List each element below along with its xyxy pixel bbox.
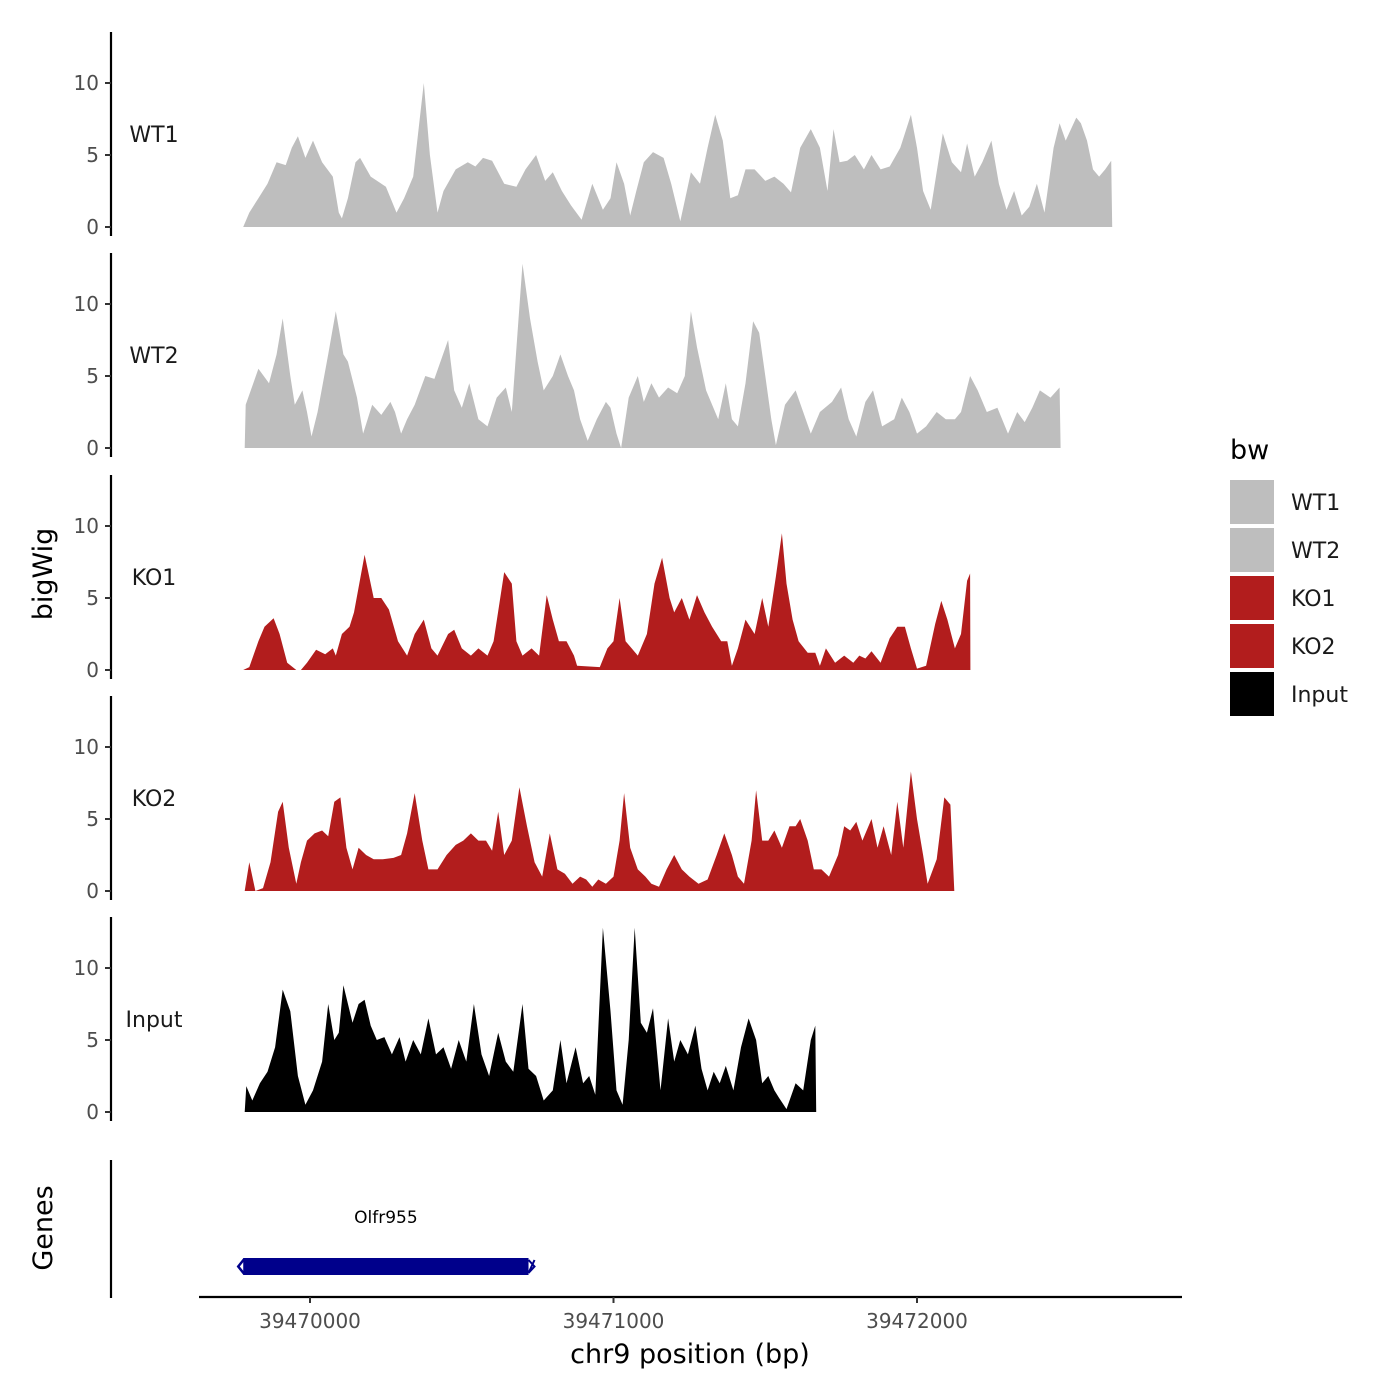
legend-key xyxy=(1230,576,1274,620)
genes-axis-title: Genes xyxy=(28,1185,59,1270)
series-area-wt1 xyxy=(243,83,1113,227)
series-area-ko2 xyxy=(244,771,955,891)
legend-key xyxy=(1230,528,1274,572)
track-label: KO1 xyxy=(132,566,177,591)
x-tick-label: 39470000 xyxy=(259,1309,361,1333)
x-axis-title: chr9 position (bp) xyxy=(570,1339,810,1370)
legend-item-wt1: WT1 xyxy=(1230,480,1340,524)
y-tick-label: 10 xyxy=(74,735,99,759)
series-area-ko1 xyxy=(243,533,971,670)
legend-key xyxy=(1230,672,1274,716)
legend-title: bw xyxy=(1230,435,1269,466)
legend-item-ko1: KO1 xyxy=(1230,576,1336,620)
track-label: WT2 xyxy=(129,344,178,369)
y-tick-label: 10 xyxy=(74,292,99,316)
signal-tracks: 0 5 10 WT1 0 5 10 WT2 0 5 10 KO1 0 5 10 KO2 0 5 10 Input xyxy=(74,32,1113,1124)
track-ko2: 0 5 10 KO2 xyxy=(74,696,955,903)
track-wt1: 0 5 10 WT1 xyxy=(74,32,1113,239)
y-tick-label: 0 xyxy=(86,1100,99,1124)
y-tick-label: 5 xyxy=(86,807,99,831)
track-label: KO2 xyxy=(132,787,177,812)
y-tick-label: 5 xyxy=(86,143,99,167)
track-input: 0 5 10 Input xyxy=(74,917,817,1124)
gene-strand-marker xyxy=(236,1258,246,1275)
y-tick-label: 0 xyxy=(86,436,99,460)
y-axis-title: bigWig xyxy=(28,528,59,621)
gene-end-marker xyxy=(527,1259,536,1274)
legend-label: KO2 xyxy=(1291,635,1336,660)
y-tick-label: 10 xyxy=(74,514,99,538)
legend-item-input: Input xyxy=(1230,672,1348,716)
track-wt2: 0 5 10 WT2 xyxy=(74,253,1061,460)
series-area-input xyxy=(244,927,817,1112)
y-tick-label: 5 xyxy=(86,1028,99,1052)
y-tick-label: 0 xyxy=(86,658,99,682)
gene-track-panel: Olfr955 xyxy=(109,1160,536,1298)
y-tick-label: 5 xyxy=(86,586,99,610)
track-label: Input xyxy=(126,1008,183,1033)
series-area-wt2 xyxy=(244,263,1061,448)
track-label: WT1 xyxy=(129,123,178,148)
legend: bw WT1 WT2 KO1 KO2 Input xyxy=(1230,435,1348,716)
legend-item-wt2: WT2 xyxy=(1230,528,1340,572)
y-tick-label: 10 xyxy=(74,71,99,95)
legend-label: Input xyxy=(1291,683,1348,708)
x-tick-label: 39472000 xyxy=(866,1309,968,1333)
y-tick-label: 10 xyxy=(74,956,99,980)
legend-label: KO1 xyxy=(1291,587,1336,612)
legend-label: WT2 xyxy=(1291,539,1340,564)
gene-label: Olfr955 xyxy=(354,1208,418,1228)
gene-olfr955: Olfr955 xyxy=(236,1208,536,1275)
gene-body xyxy=(243,1258,529,1275)
legend-item-ko2: KO2 xyxy=(1230,624,1336,668)
x-tick-label: 39471000 xyxy=(563,1309,665,1333)
y-tick-label: 5 xyxy=(86,364,99,388)
y-tick-label: 0 xyxy=(86,215,99,239)
legend-key xyxy=(1230,480,1274,524)
legend-key xyxy=(1230,624,1274,668)
y-tick-label: 0 xyxy=(86,879,99,903)
track-ko1: 0 5 10 KO1 xyxy=(74,475,971,682)
x-axis: chr9 position (bp) 39470000 39471000 39472… xyxy=(199,1295,1182,1370)
legend-label: WT1 xyxy=(1291,491,1340,516)
